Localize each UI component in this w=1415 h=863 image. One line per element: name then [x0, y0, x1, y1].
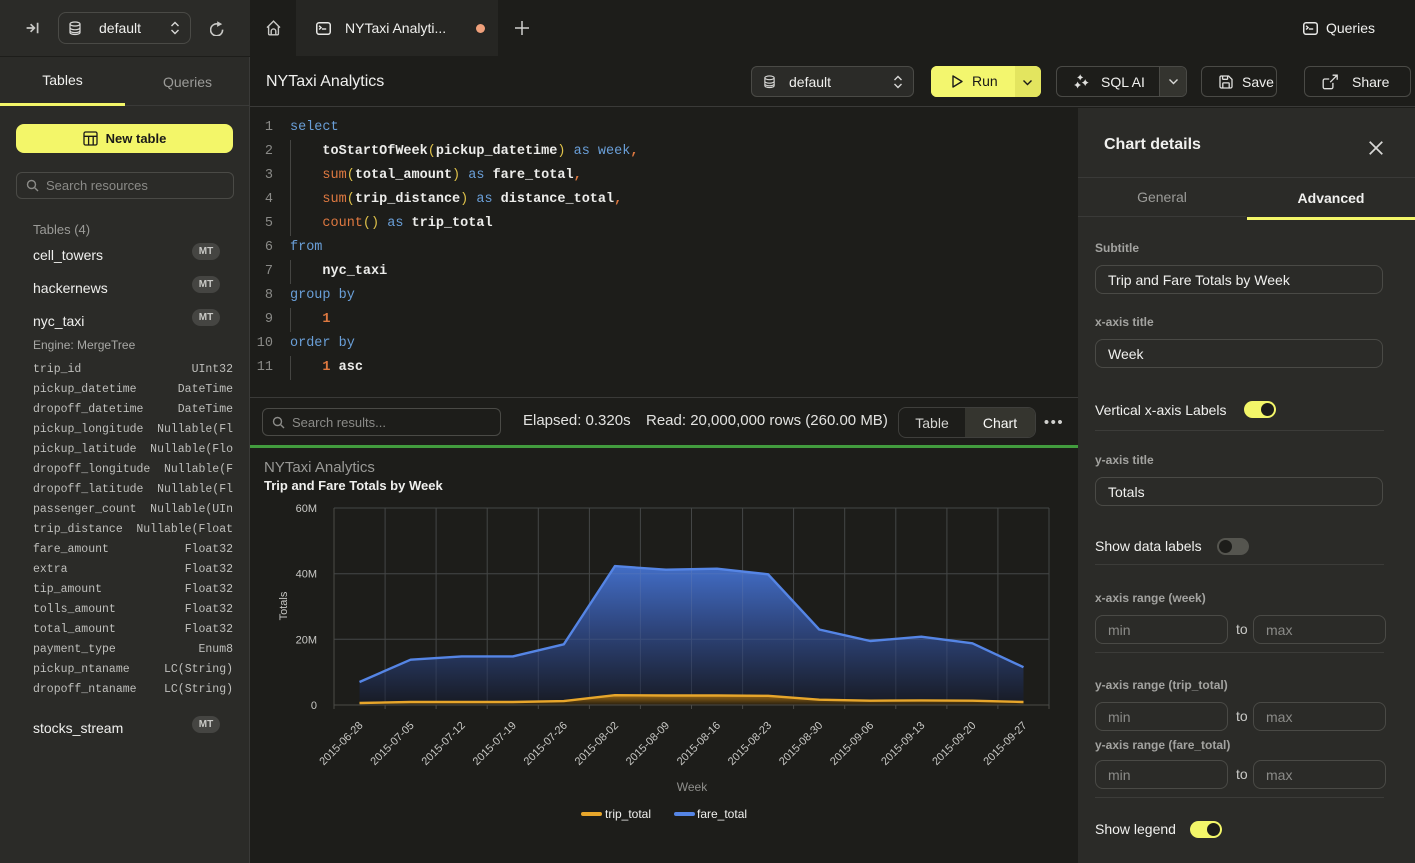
svg-text:2015-09-13: 2015-09-13 [879, 720, 927, 768]
svg-text:2015-09-20: 2015-09-20 [930, 720, 978, 768]
svg-text:NYTaxi Analytics: NYTaxi Analytics [264, 459, 375, 476]
svg-text:2015-08-02: 2015-08-02 [573, 720, 621, 768]
svg-text:trip_total: trip_total [605, 807, 651, 821]
svg-text:2015-08-23: 2015-08-23 [726, 720, 774, 768]
svg-text:2015-08-16: 2015-08-16 [675, 720, 723, 768]
svg-text:Trip and Fare Totals by Week: Trip and Fare Totals by Week [264, 478, 443, 493]
svg-text:2015-08-30: 2015-08-30 [777, 720, 825, 768]
svg-text:2015-08-09: 2015-08-09 [624, 720, 672, 768]
svg-text:60M: 60M [296, 503, 317, 515]
svg-text:2015-07-12: 2015-07-12 [420, 720, 468, 768]
svg-text:Totals: Totals [278, 591, 290, 620]
svg-text:Week: Week [677, 780, 708, 794]
svg-text:2015-06-28: 2015-06-28 [317, 720, 365, 768]
svg-text:40M: 40M [296, 569, 317, 581]
svg-text:2015-07-05: 2015-07-05 [368, 720, 416, 768]
svg-text:2015-07-26: 2015-07-26 [522, 720, 570, 768]
svg-text:fare_total: fare_total [697, 807, 747, 821]
svg-text:0: 0 [311, 700, 317, 712]
svg-text:2015-07-19: 2015-07-19 [471, 720, 519, 768]
svg-text:2015-09-06: 2015-09-06 [828, 720, 876, 768]
svg-text:2015-09-27: 2015-09-27 [981, 720, 1029, 768]
svg-text:20M: 20M [296, 634, 317, 646]
